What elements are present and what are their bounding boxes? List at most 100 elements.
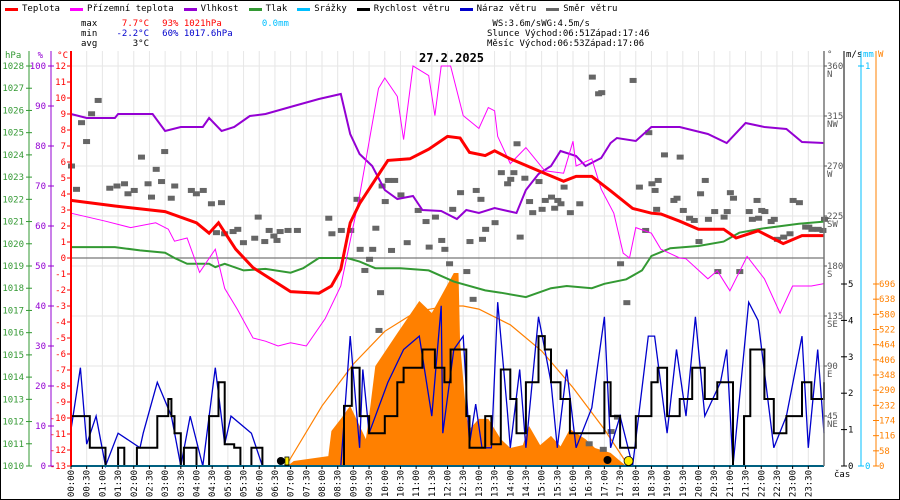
sunset-marker bbox=[623, 456, 634, 466]
wind-direction-point bbox=[254, 214, 262, 220]
direction-tick-label: 90 bbox=[827, 362, 838, 372]
temperature-tick-label: 10 bbox=[55, 94, 66, 104]
wind-direction-point bbox=[753, 197, 761, 203]
rain-tick-label: 0 bbox=[865, 462, 870, 472]
wind-direction-point bbox=[384, 177, 392, 183]
humidity-tick-label: 90 bbox=[35, 102, 46, 112]
legend-item-pressure[interactable]: Tlak bbox=[248, 4, 288, 14]
temperature-tick-label: -11 bbox=[50, 430, 66, 440]
wind-direction-point bbox=[381, 199, 389, 205]
legend-item-wind-gust[interactable]: Náraz větru bbox=[459, 4, 537, 14]
hpa-tick-label: 1010 bbox=[2, 462, 24, 472]
wind-direction-point bbox=[697, 191, 705, 197]
humidity-tick-label: 30 bbox=[35, 342, 46, 352]
wind-direction-point bbox=[704, 216, 712, 222]
legend-item-feels-like[interactable]: Přízemní teplota bbox=[69, 4, 174, 14]
wind-speed-tick-label: 3 bbox=[848, 353, 853, 363]
hpa-tick-label: 1015 bbox=[2, 351, 24, 361]
hpa-tick-label: 1018 bbox=[2, 284, 24, 294]
time-tick-label: 14:30 bbox=[522, 470, 532, 497]
wind-direction-point bbox=[265, 227, 273, 233]
pressure-line bbox=[71, 220, 825, 299]
moon-label: Měsíc bbox=[487, 39, 515, 49]
radiation-tick-label: 522 bbox=[879, 326, 895, 336]
temperature-tick-label: 8 bbox=[61, 126, 66, 136]
time-tick-label: 08:30 bbox=[334, 470, 344, 497]
rain-axis-unit: mm bbox=[863, 50, 874, 60]
legend-item-temperature[interactable]: Teplota bbox=[5, 4, 60, 14]
time-tick-label: 12:30 bbox=[459, 470, 469, 497]
legend-label: Náraz větru bbox=[476, 4, 537, 14]
legend-item-humidity[interactable]: Vlhkost bbox=[183, 4, 239, 14]
radiation-tick-label: 290 bbox=[879, 386, 895, 396]
stats-max-rain: 0.0mm bbox=[261, 19, 289, 29]
legend-item-wind-speed[interactable]: Rychlost větru bbox=[356, 4, 450, 14]
wind-direction-point bbox=[510, 170, 518, 176]
temperature-tick-label: -2 bbox=[55, 286, 66, 296]
legend-item-wind-direction[interactable]: Směr větru bbox=[546, 4, 617, 14]
legend-swatch bbox=[69, 7, 83, 11]
legend-item-rain[interactable]: Srážky bbox=[297, 4, 347, 14]
wind-direction-point bbox=[158, 179, 166, 185]
sunset-time: Západ:17:46 bbox=[589, 29, 650, 39]
wind-direction-point bbox=[686, 215, 694, 221]
stats-max-temp: 7.7°C bbox=[121, 19, 149, 29]
wind-direction-point bbox=[446, 261, 454, 267]
wind-direction-point bbox=[808, 226, 816, 232]
wind-direction-point bbox=[653, 206, 661, 212]
direction-tick-label: 45 bbox=[827, 412, 838, 422]
temperature-tick-label: 9 bbox=[61, 110, 66, 120]
wind-direction-point bbox=[466, 239, 474, 245]
time-tick-label: 22:00 bbox=[757, 470, 767, 497]
stats-avg-label: avg bbox=[81, 39, 98, 49]
legend-label: Tlak bbox=[265, 4, 288, 14]
wind-direction-point bbox=[199, 187, 207, 193]
temperature-tick-label: 12 bbox=[55, 62, 66, 72]
temperature-tick-label: 6 bbox=[61, 158, 66, 168]
time-tick-label: 16:00 bbox=[569, 470, 579, 497]
wind-direction-point bbox=[356, 246, 364, 252]
direction-tick-label: 270 bbox=[827, 162, 843, 172]
wind-direction-point bbox=[585, 441, 593, 447]
temperature-axis-unit: °C bbox=[57, 51, 68, 61]
time-tick-label: 02:00 bbox=[130, 470, 140, 497]
radiation-tick-label: 116 bbox=[879, 432, 895, 442]
humidity-tick-label: 20 bbox=[35, 382, 46, 392]
solar-radiation-area bbox=[287, 273, 627, 466]
humidity-tick-label: 40 bbox=[35, 302, 46, 312]
legend-label: Rychlost větru bbox=[373, 4, 450, 14]
wind-direction-point bbox=[192, 191, 200, 197]
hpa-tick-label: 1011 bbox=[2, 440, 24, 450]
wind-direction-point bbox=[328, 231, 336, 237]
time-axis-label: čas bbox=[834, 469, 850, 480]
wind-direction-point bbox=[576, 201, 584, 207]
wind-direction-point bbox=[726, 190, 734, 196]
chart-title: 27.2.2025 bbox=[419, 51, 485, 65]
wind-direction-point bbox=[167, 195, 175, 201]
temperature-tick-label: -6 bbox=[55, 350, 66, 360]
wind-direction-point bbox=[361, 267, 369, 273]
humidity-tick-label: 0 bbox=[41, 462, 46, 472]
time-tick-label: 23:30 bbox=[804, 470, 814, 497]
wind-direction-point bbox=[780, 234, 788, 240]
wind-direction-point bbox=[239, 240, 247, 246]
wind-direction-point bbox=[463, 269, 471, 275]
wind-direction-point bbox=[353, 196, 361, 202]
wind-direction-point bbox=[521, 175, 529, 181]
time-tick-label: 18:00 bbox=[632, 470, 642, 497]
wind-direction-point bbox=[507, 176, 515, 182]
wind-direction-point bbox=[425, 244, 433, 250]
wind-direction-point bbox=[730, 195, 738, 201]
wind-direction-point bbox=[497, 170, 505, 176]
wind-direction-point bbox=[529, 210, 537, 216]
wind-direction-point bbox=[720, 214, 728, 220]
wind-direction-point bbox=[293, 227, 301, 233]
hpa-tick-label: 1028 bbox=[2, 62, 24, 72]
time-tick-label: 15:00 bbox=[538, 470, 548, 497]
time-tick-label: 19:00 bbox=[663, 470, 673, 497]
wind-direction-point bbox=[261, 239, 269, 245]
wind-direction-point bbox=[491, 220, 499, 226]
direction-axis-unit: ° bbox=[827, 50, 832, 60]
wind-direction-point bbox=[695, 239, 703, 245]
time-tick-label: 12:00 bbox=[444, 470, 454, 497]
